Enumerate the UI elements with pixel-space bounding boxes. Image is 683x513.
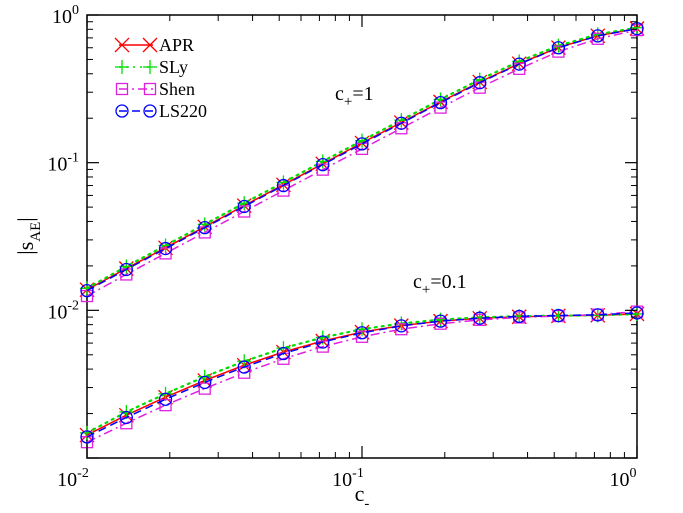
series-layer xyxy=(79,20,645,449)
curve-label-sub: + xyxy=(422,282,430,298)
curve-label-2: c+=0.1 xyxy=(413,271,467,298)
x-tick-label: 10-1 xyxy=(332,466,364,491)
data-point-ls220 xyxy=(276,346,291,361)
legend-marker-ls220 xyxy=(143,104,157,118)
legend-item-ls220: LS220 xyxy=(115,101,207,121)
data-point-ls220 xyxy=(473,76,487,90)
curve-label-main: c xyxy=(335,83,344,105)
legend-label-ls220: LS220 xyxy=(159,101,207,121)
data-point-shen xyxy=(198,382,211,395)
data-point-ls220 xyxy=(119,410,133,425)
annotations: c+=1c+=0.1 xyxy=(335,83,467,298)
data-point-ls220 xyxy=(591,308,605,322)
y-tick-label: 100 xyxy=(52,3,79,28)
x-tick-exp: 0 xyxy=(630,466,637,481)
legend-marker-sly xyxy=(143,60,157,74)
legend-marker-ls220 xyxy=(115,104,129,118)
legend-marker-shen xyxy=(143,82,157,96)
x-tick-label: 10-2 xyxy=(57,466,89,491)
curve-label-rest: =1 xyxy=(352,83,373,105)
y-tick-exp: -1 xyxy=(67,151,79,166)
data-point-ls220 xyxy=(80,283,94,298)
series-line-sly xyxy=(85,26,639,290)
data-point-ls220 xyxy=(551,308,566,323)
legend-label-apr: APR xyxy=(159,35,194,55)
legend-marker-apr xyxy=(114,37,130,53)
data-point-shen xyxy=(355,142,369,156)
series-line-shen xyxy=(86,29,638,297)
data-point-ls220 xyxy=(355,326,369,340)
data-point-shen xyxy=(434,101,447,114)
legend-marker-apr xyxy=(142,37,158,53)
curve-label-1: c+=1 xyxy=(335,83,374,110)
data-point-ls220 xyxy=(512,309,526,324)
data-point-shen xyxy=(238,205,251,218)
curve-group-1 xyxy=(79,20,645,303)
series-line-shen xyxy=(86,310,638,443)
data-point-ls220 xyxy=(158,241,173,256)
data-point-shen xyxy=(159,247,172,260)
legend-marker-sly xyxy=(115,60,129,74)
data-point-ls220 xyxy=(276,178,291,193)
data-point-ls220 xyxy=(316,335,330,349)
y-axis-title-rest: | xyxy=(13,217,38,221)
y-tick-label: 10-2 xyxy=(47,298,79,323)
data-point-ls220 xyxy=(80,430,94,444)
data-point-ls220 xyxy=(198,375,212,390)
data-point-shen xyxy=(552,45,565,58)
curve-label-main: c xyxy=(413,271,422,293)
y-axis-title: |sAE| xyxy=(13,217,44,254)
legend-label-shen: Shen xyxy=(159,79,195,99)
x-tick-base: 10 xyxy=(57,469,77,491)
curve-label-rest: =0.1 xyxy=(430,271,466,293)
data-point-ls220 xyxy=(316,157,330,172)
legend-item-sly: SLy xyxy=(115,57,188,77)
y-tick-exp: 0 xyxy=(72,3,79,18)
legend-marker-shen xyxy=(115,82,129,96)
data-point-ls220 xyxy=(198,221,212,235)
data-point-shen xyxy=(316,340,329,353)
legend-item-shen: Shen xyxy=(115,79,195,99)
y-tick-base: 10 xyxy=(47,154,67,176)
data-point-ls220 xyxy=(237,360,251,374)
x-tick-label: 100 xyxy=(610,466,637,491)
y-tick-base: 10 xyxy=(47,301,67,323)
data-point-ls220 xyxy=(394,319,408,333)
y-axis-title-sub: AE xyxy=(28,222,44,242)
x-axis-title-main: c xyxy=(355,481,365,506)
x-tick-base: 10 xyxy=(332,469,352,491)
y-tick-exp: -2 xyxy=(67,298,79,313)
y-axis-title-main: |s xyxy=(13,242,38,255)
data-point-ls220 xyxy=(433,314,448,328)
x-tick-exp: -2 xyxy=(77,466,89,481)
data-point-ls220 xyxy=(394,116,408,130)
data-point-ls220 xyxy=(551,41,566,55)
data-point-shen xyxy=(159,398,172,412)
axis-titles: c- |sAE| xyxy=(13,217,369,512)
curve-label-sub: + xyxy=(344,94,352,110)
data-point-ls220 xyxy=(355,137,369,151)
x-axis-title-sub: - xyxy=(364,496,369,512)
data-point-ls220 xyxy=(158,392,173,406)
data-point-ls220 xyxy=(473,311,487,325)
data-point-ls220 xyxy=(630,306,644,320)
data-point-ls220 xyxy=(591,29,605,43)
data-point-ls220 xyxy=(119,262,133,277)
x-axis-title: c- xyxy=(355,481,370,512)
legend-label-sly: SLy xyxy=(159,57,188,77)
x-tick-exp: -1 xyxy=(352,466,364,481)
y-tick-label: 10-1 xyxy=(47,151,79,176)
data-point-shen xyxy=(355,330,369,343)
data-point-ls220 xyxy=(433,95,448,110)
curve-group-2 xyxy=(79,305,645,449)
x-tick-base: 10 xyxy=(610,469,630,491)
data-point-ls220 xyxy=(512,57,526,71)
y-tick-base: 10 xyxy=(52,6,72,28)
legend-item-apr: APR xyxy=(114,35,194,55)
data-point-ls220 xyxy=(237,199,251,214)
